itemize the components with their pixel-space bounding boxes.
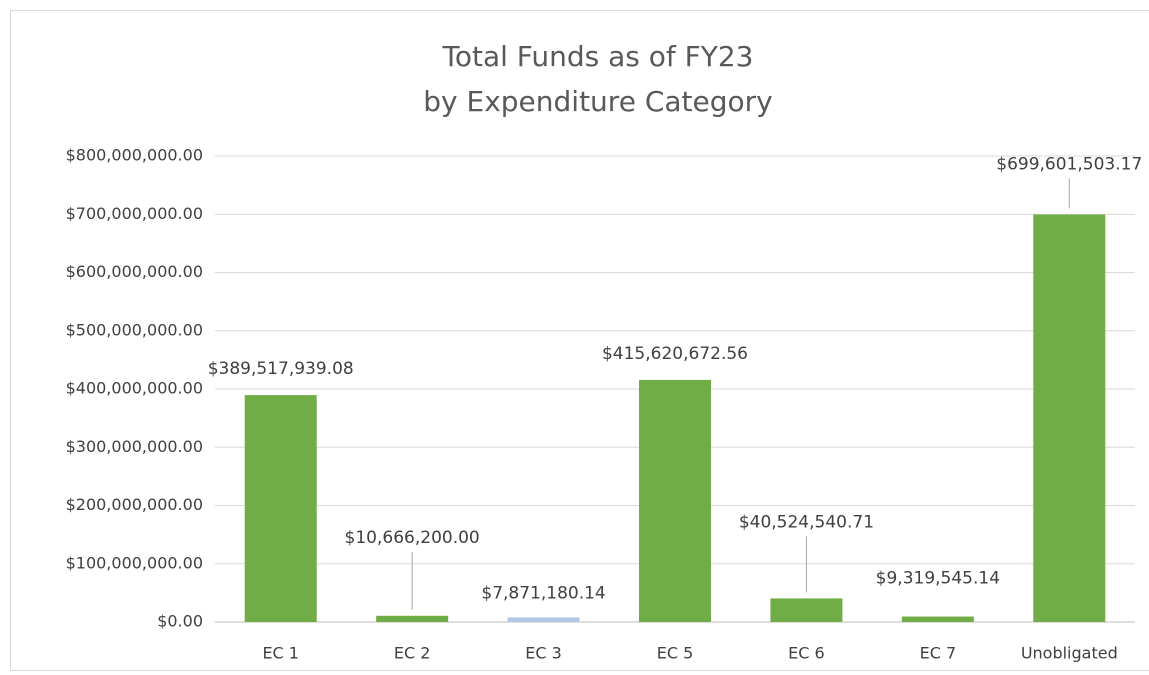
bar bbox=[376, 615, 449, 622]
x-tick-label: EC 3 bbox=[525, 644, 562, 663]
data-label: $389,517,939.08 bbox=[208, 359, 354, 379]
data-label: $9,319,545.14 bbox=[876, 569, 1000, 589]
data-label: $415,620,672.56 bbox=[602, 344, 748, 364]
data-label: $699,601,503.17 bbox=[996, 154, 1142, 174]
y-tick-label: $600,000,000.00 bbox=[66, 262, 203, 281]
data-label: $10,666,200.00 bbox=[345, 528, 480, 548]
y-tick-label: $0.00 bbox=[157, 612, 203, 631]
x-tick-label: EC 7 bbox=[920, 644, 957, 663]
y-tick-label: $700,000,000.00 bbox=[66, 204, 203, 223]
y-tick-label: $300,000,000.00 bbox=[66, 437, 203, 456]
data-label: $7,871,180.14 bbox=[481, 583, 605, 603]
chart-title: by Expenditure Category bbox=[423, 85, 772, 118]
y-tick-label: $400,000,000.00 bbox=[66, 379, 203, 398]
x-tick-label: EC 6 bbox=[788, 644, 825, 663]
y-tick-label: $100,000,000.00 bbox=[66, 553, 203, 572]
y-tick-label: $800,000,000.00 bbox=[66, 146, 203, 165]
bar bbox=[901, 616, 974, 622]
x-tick-label: EC 2 bbox=[394, 644, 431, 663]
bar bbox=[244, 395, 317, 622]
chart-frame bbox=[10, 10, 1149, 671]
y-tick-label: $500,000,000.00 bbox=[66, 320, 203, 339]
bar bbox=[639, 379, 711, 622]
y-tick-label: $200,000,000.00 bbox=[66, 495, 203, 514]
bar bbox=[1033, 214, 1106, 623]
chart-title: Total Funds as of FY23 bbox=[442, 40, 754, 73]
bar bbox=[507, 617, 580, 622]
x-tick-label: EC 5 bbox=[657, 644, 694, 663]
x-tick-label: EC 1 bbox=[262, 644, 299, 663]
data-label: $40,524,540.71 bbox=[739, 512, 874, 532]
x-tick-label: Unobligated bbox=[1021, 644, 1118, 663]
bar bbox=[770, 598, 843, 622]
